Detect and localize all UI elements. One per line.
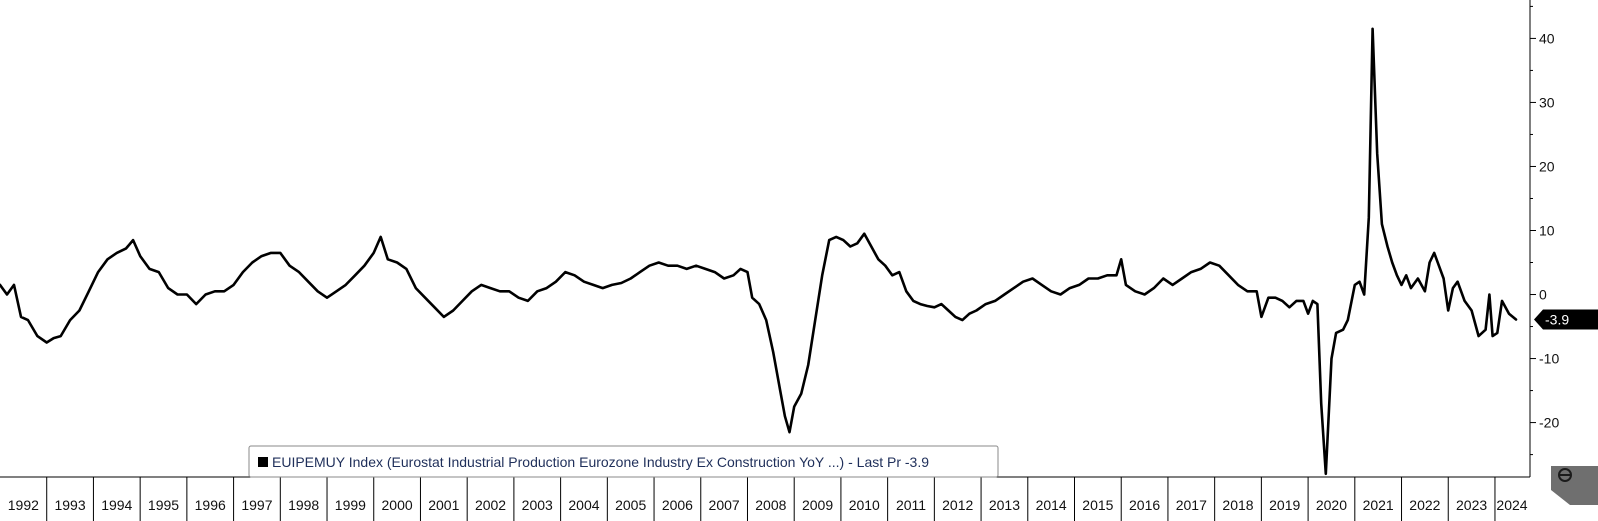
x-tick-label: 2004 [568,497,599,513]
x-tick-label: 1997 [241,497,272,513]
x-tick-label: 2005 [615,497,646,513]
expand-icon[interactable] [1551,466,1598,505]
legend: EUIPEMUY Index (Eurostat Industrial Prod… [248,445,999,478]
x-tick-label: 1993 [54,497,85,513]
x-tick-label: 2018 [1222,497,1253,513]
y-tick-label: -10 [1539,351,1559,367]
x-tick-label: 2017 [1176,497,1207,513]
legend-text: EUIPEMUY Index (Eurostat Industrial Prod… [272,454,929,470]
legend-swatch [258,457,268,467]
x-tick-label: 2007 [709,497,740,513]
x-tick-label: 2014 [1036,497,1067,513]
x-tick-label: 2020 [1316,497,1347,513]
legend-box [248,445,999,478]
x-tick-label: 1996 [195,497,226,513]
x-tick-label: 2009 [802,497,833,513]
x-tick-label: 2002 [475,497,506,513]
x-tick-label: 1995 [148,497,179,513]
x-tick-label: 2021 [1363,497,1394,513]
x-tick-label: 2008 [755,497,786,513]
x-tick-label: 1998 [288,497,319,513]
x-axis: 1992 1993 1994 1995 1996 1997 1998 1999 2000 2001… [0,476,1530,521]
x-tick-label: 2013 [989,497,1020,513]
x-tick-label: 2015 [1082,497,1113,513]
y-axis: 40 30 20 10 0 -10 -20 [1529,0,1559,477]
last-value-label: -3.9 [1545,311,1569,327]
series-line-0 [0,27,1518,476]
y-tick-label: 10 [1539,222,1555,238]
x-tick-label: 2003 [522,497,553,513]
y-tick-label: -20 [1539,415,1559,431]
x-tick-label: 2010 [849,497,880,513]
y-tick-label: 30 [1539,94,1555,110]
last-value-marker: -3.9 [1534,309,1598,330]
y-tick-label: 0 [1539,287,1547,303]
x-tick-label: 2024 [1496,497,1527,513]
x-tick-label: 2022 [1409,497,1440,513]
y-tick-label: 20 [1539,158,1555,174]
x-tick-label: 2006 [662,497,693,513]
last-value-badge [1534,309,1598,330]
x-tick-label: 2011 [896,497,926,513]
series-layer [0,27,1518,476]
x-tick-label: 2012 [942,497,973,513]
x-tick-label: 1999 [335,497,366,513]
x-tick-label: 1994 [101,497,132,513]
x-tick-label: 2001 [428,497,459,513]
x-tick-label: 2023 [1456,497,1487,513]
x-tick-label: 1992 [8,497,39,513]
x-tick-label: 2016 [1129,497,1160,513]
x-tick-label: 2019 [1269,497,1300,513]
x-tick-label: 2000 [382,497,413,513]
y-tick-label: 40 [1539,30,1555,46]
